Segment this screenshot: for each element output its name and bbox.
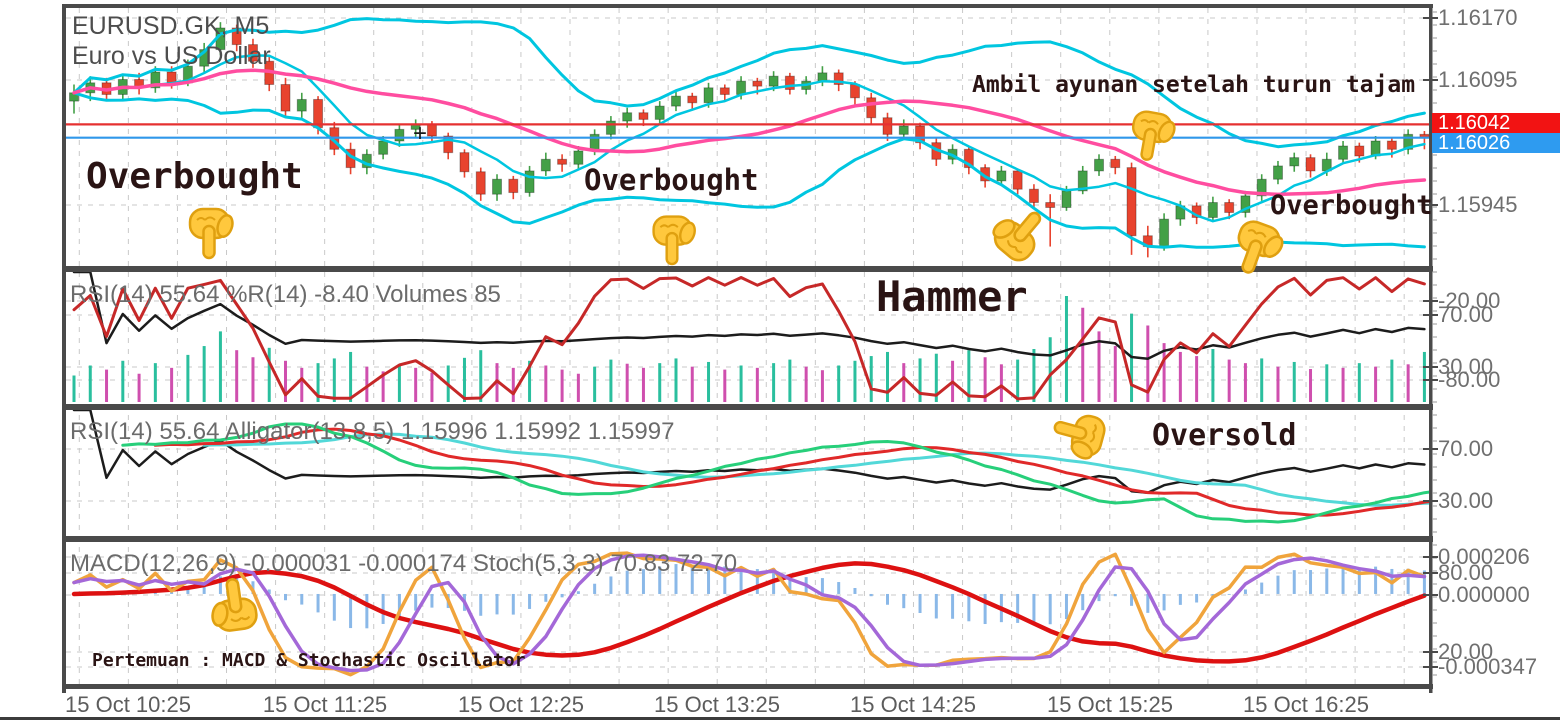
macd-axis-label: -0.000347 (1438, 654, 1538, 679)
pointer-hand-icon (203, 575, 260, 635)
price-axis-label: 1.16170 (1438, 5, 1518, 30)
stoch-axis-label: 20.00 (1438, 639, 1494, 664)
time-axis-label: 15 Oct 14:25 (850, 692, 976, 717)
stoch-axis-label: 80.00 (1438, 560, 1494, 585)
annotation-overbought-3: Overbought (1270, 190, 1433, 221)
screen-bottom-edge (0, 717, 1560, 720)
annotation-confluence: Pertemuan : MACD & Stochastic Oscillator (92, 650, 526, 671)
annotation-overbought-2: Overbought (584, 163, 759, 197)
ask-price-badge: 1.16042 (1432, 113, 1560, 134)
annotation-hammer: Hammer (876, 272, 1028, 321)
annotation-oversold: Oversold (1152, 418, 1297, 453)
pane2-indicator-label: RSI(14) 55.64 %R(14) -8.40 Volumes 85 (70, 281, 501, 308)
symbol-subtitle: Euro vs US Dollar (72, 42, 271, 70)
annotation-swing-note: Ambil ayunan setelah turun tajam (972, 72, 1416, 98)
rsi-axis-label: 30.00 (1438, 488, 1494, 513)
pointer-hand-icon (1126, 108, 1181, 166)
pane3-indicator-label: RSI(14) 55.64 Alligator(13,8,5) 1.15996 … (70, 418, 675, 445)
crosshair-marker: + (413, 120, 428, 147)
annotation-overbought-1: Overbought (86, 156, 303, 197)
symbol-title: EURUSD.GK, M5 (72, 12, 270, 40)
time-axis-label: 15 Oct 16:25 (1243, 692, 1369, 717)
rsi-axis-label: 70.00 (1438, 302, 1494, 327)
time-axis-label: 15 Oct 13:25 (654, 692, 780, 717)
price-axis-label: 1.15945 (1438, 192, 1518, 217)
time-axis-label: 15 Oct 12:25 (458, 692, 584, 717)
pointer-hand-icon (652, 215, 699, 266)
rsi-axis-label: 30.00 (1438, 354, 1494, 379)
pane4-indicator-label: MACD(12,26,9) -0.000031 -0.000174 Stoch(… (70, 550, 738, 577)
price-axis-label: 1.16095 (1438, 67, 1518, 92)
wpr-axis-label: -80.00 (1438, 367, 1501, 392)
bid-price-badge: 1.16026 (1432, 133, 1560, 154)
macd-axis-label: 0.000000 (1438, 582, 1530, 607)
wpr-axis-label: -20.00 (1438, 288, 1501, 313)
pointer-hand-icon (188, 207, 237, 260)
rsi-axis-label: 70.00 (1438, 436, 1494, 461)
time-axis-label: 15 Oct 10:25 (65, 692, 191, 717)
time-axis-label: 15 Oct 11:25 (262, 692, 388, 717)
time-axis-label: 15 Oct 15:25 (1047, 692, 1173, 717)
macd-axis-label: 0.000206 (1438, 544, 1530, 569)
